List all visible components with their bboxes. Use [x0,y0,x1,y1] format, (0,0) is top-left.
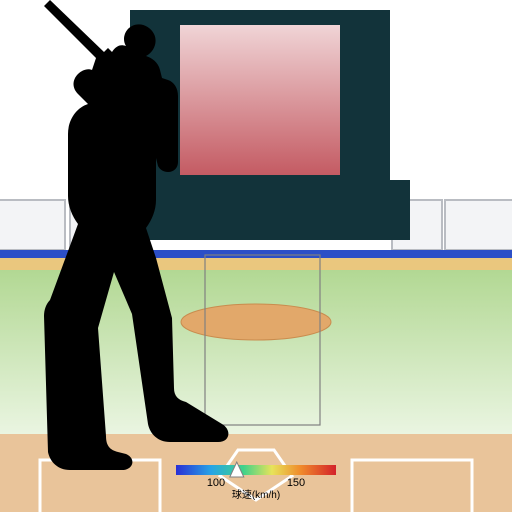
speed-legend-unit: 球速(km/h) [232,488,280,501]
baseball-pitch-chart: 100 150 球速(km/h) [0,0,512,512]
scoreboard-screen [180,25,340,175]
svg-text:150: 150 [287,477,305,489]
speed-legend-bar [176,465,336,475]
svg-text:100: 100 [207,477,225,489]
pitchers-mound [181,304,331,340]
scene-svg: 100 150 球速(km/h) [0,0,512,512]
